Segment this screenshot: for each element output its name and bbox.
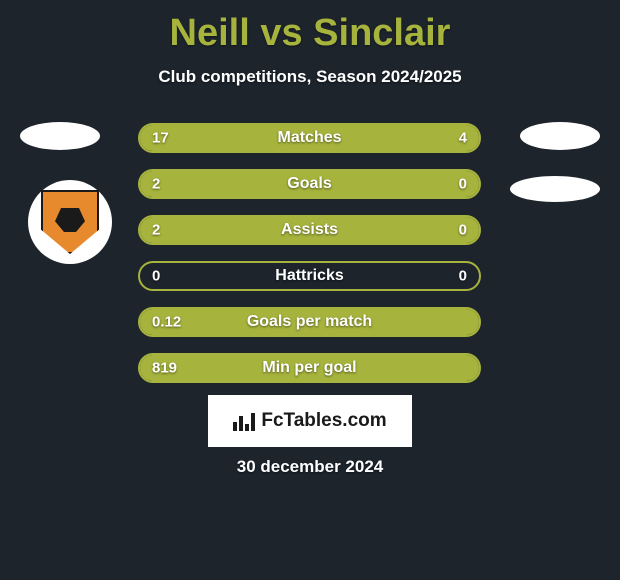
value-left: 0 <box>152 268 160 285</box>
value-left: 2 <box>152 222 160 239</box>
value-right: 0 <box>459 176 467 193</box>
value-left: 17 <box>152 130 169 147</box>
brand-box: FcTables.com <box>208 395 412 447</box>
value-left: 2 <box>152 176 160 193</box>
page-title: Neill vs Sinclair <box>0 0 620 55</box>
value-right: 4 <box>459 130 467 147</box>
value-left: 819 <box>152 360 177 377</box>
brand-text: FcTables.com <box>261 410 386 432</box>
flag-left-icon <box>20 122 100 150</box>
comparison-rows: 17 Matches 4 2 Goals 0 2 Assists 0 0 Hat… <box>138 123 481 399</box>
fill-right <box>401 125 479 151</box>
stat-label: Goals per match <box>247 313 372 331</box>
stat-row-goals-per-match: 0.12 Goals per match <box>138 307 481 337</box>
stat-row-assists: 2 Assists 0 <box>138 215 481 245</box>
subtitle: Club competitions, Season 2024/2025 <box>0 67 620 87</box>
stat-label: Assists <box>281 221 338 239</box>
fill-left <box>140 125 401 151</box>
stat-row-matches: 17 Matches 4 <box>138 123 481 153</box>
value-right: 0 <box>459 268 467 285</box>
date-text: 30 december 2024 <box>237 457 384 477</box>
stat-label: Hattricks <box>275 267 343 285</box>
stat-label: Min per goal <box>262 359 356 377</box>
club-crest-left <box>28 180 112 264</box>
shield-icon <box>41 190 99 254</box>
flag-right-icon <box>520 122 600 150</box>
stat-label: Matches <box>277 129 341 147</box>
player-2-name: Sinclair <box>313 12 450 54</box>
stat-label: Goals <box>287 175 331 193</box>
bars-icon <box>233 411 257 431</box>
stat-row-min-per-goal: 819 Min per goal <box>138 353 481 383</box>
value-right: 0 <box>459 222 467 239</box>
club-crest-right <box>510 176 600 202</box>
vs-text: vs <box>260 12 302 54</box>
value-left: 0.12 <box>152 314 181 331</box>
stat-row-hattricks: 0 Hattricks 0 <box>138 261 481 291</box>
player-1-name: Neill <box>170 12 250 54</box>
stat-row-goals: 2 Goals 0 <box>138 169 481 199</box>
